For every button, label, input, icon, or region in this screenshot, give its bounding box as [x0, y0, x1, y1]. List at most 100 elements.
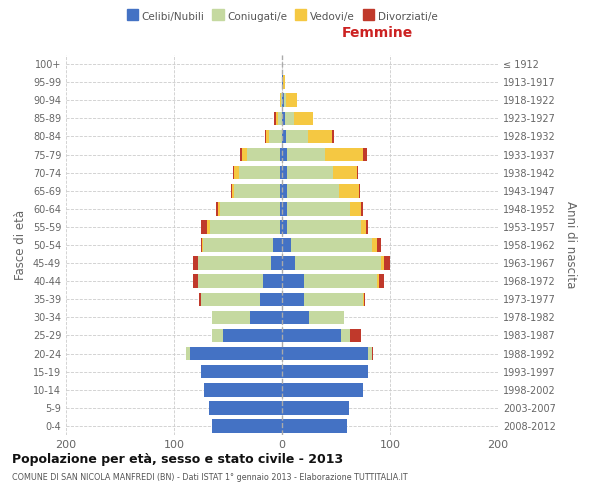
- Bar: [341, 328, 350, 342]
- Bar: [282, 130, 286, 143]
- Bar: [280, 148, 282, 162]
- Bar: [282, 238, 290, 252]
- Bar: [232, 184, 235, 198]
- Bar: [281, 94, 282, 107]
- Bar: [361, 202, 363, 215]
- Bar: [371, 347, 373, 360]
- Bar: [379, 274, 383, 288]
- Bar: [282, 328, 341, 342]
- Bar: [202, 238, 203, 252]
- Bar: [223, 328, 282, 342]
- Bar: [294, 112, 313, 125]
- Bar: [204, 383, 282, 396]
- Bar: [193, 274, 198, 288]
- Bar: [212, 419, 282, 432]
- Bar: [368, 347, 371, 360]
- Bar: [269, 130, 282, 143]
- Bar: [304, 274, 377, 288]
- Bar: [212, 310, 250, 324]
- Bar: [201, 365, 282, 378]
- Bar: [282, 166, 287, 179]
- Bar: [209, 220, 280, 234]
- Bar: [271, 256, 282, 270]
- Bar: [333, 166, 356, 179]
- Bar: [263, 274, 282, 288]
- Bar: [284, 94, 286, 107]
- Bar: [339, 184, 359, 198]
- Bar: [231, 184, 232, 198]
- Bar: [363, 292, 364, 306]
- Bar: [282, 184, 287, 198]
- Bar: [186, 347, 190, 360]
- Bar: [363, 148, 367, 162]
- Bar: [201, 238, 202, 252]
- Bar: [304, 292, 363, 306]
- Bar: [283, 76, 285, 89]
- Bar: [309, 310, 344, 324]
- Bar: [266, 130, 269, 143]
- Bar: [274, 112, 275, 125]
- Bar: [287, 184, 339, 198]
- Bar: [332, 130, 334, 143]
- Bar: [366, 220, 368, 234]
- Bar: [282, 76, 283, 89]
- Y-axis label: Anni di nascita: Anni di nascita: [564, 202, 577, 288]
- Bar: [282, 256, 295, 270]
- Bar: [198, 274, 263, 288]
- Bar: [280, 94, 281, 107]
- Bar: [212, 328, 223, 342]
- Bar: [247, 148, 280, 162]
- Bar: [377, 238, 382, 252]
- Bar: [382, 256, 383, 270]
- Bar: [282, 365, 368, 378]
- Bar: [287, 166, 333, 179]
- Bar: [282, 310, 309, 324]
- Y-axis label: Fasce di età: Fasce di età: [14, 210, 27, 280]
- Bar: [280, 202, 282, 215]
- Bar: [235, 184, 280, 198]
- Bar: [282, 148, 287, 162]
- Bar: [287, 220, 361, 234]
- Bar: [280, 166, 282, 179]
- Bar: [190, 347, 282, 360]
- Bar: [220, 202, 280, 215]
- Bar: [278, 112, 282, 125]
- Bar: [371, 238, 377, 252]
- Bar: [282, 292, 304, 306]
- Bar: [198, 256, 271, 270]
- Bar: [285, 112, 294, 125]
- Bar: [216, 202, 218, 215]
- Bar: [233, 166, 235, 179]
- Bar: [209, 401, 282, 414]
- Bar: [287, 148, 325, 162]
- Bar: [274, 238, 282, 252]
- Bar: [325, 148, 363, 162]
- Bar: [239, 166, 280, 179]
- Bar: [265, 130, 266, 143]
- Bar: [199, 292, 201, 306]
- Bar: [282, 401, 349, 414]
- Bar: [280, 220, 282, 234]
- Bar: [383, 256, 390, 270]
- Bar: [201, 220, 208, 234]
- Bar: [350, 328, 361, 342]
- Bar: [275, 112, 278, 125]
- Bar: [290, 238, 371, 252]
- Bar: [356, 166, 358, 179]
- Bar: [282, 202, 287, 215]
- Text: Femmine: Femmine: [341, 26, 413, 40]
- Bar: [242, 148, 247, 162]
- Bar: [282, 112, 285, 125]
- Bar: [295, 256, 382, 270]
- Bar: [377, 274, 379, 288]
- Bar: [280, 184, 282, 198]
- Bar: [282, 94, 284, 107]
- Bar: [286, 130, 308, 143]
- Bar: [203, 238, 274, 252]
- Bar: [250, 310, 282, 324]
- Bar: [218, 202, 220, 215]
- Bar: [287, 202, 350, 215]
- Bar: [350, 202, 361, 215]
- Bar: [201, 292, 260, 306]
- Bar: [282, 347, 368, 360]
